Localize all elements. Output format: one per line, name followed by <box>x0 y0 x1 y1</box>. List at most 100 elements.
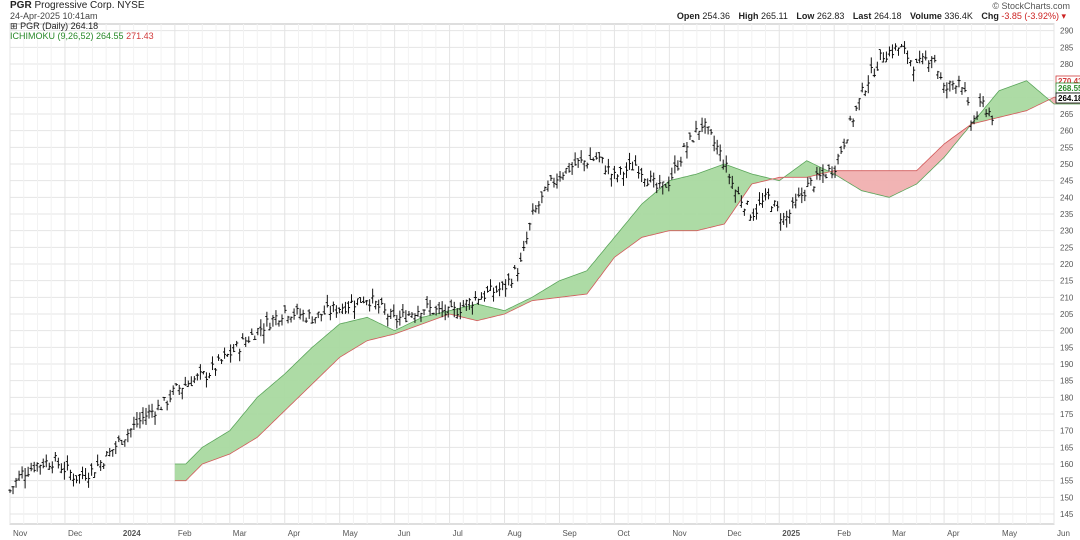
y-tick-label-205: 205 <box>1060 310 1074 319</box>
ohlc-bar-107 <box>331 301 335 313</box>
ohlc-bar-5 <box>23 467 27 489</box>
ohlc-bar-57 <box>180 387 184 400</box>
ohlc-bar-78 <box>244 336 248 347</box>
ohlc-bar-144 <box>443 304 447 321</box>
ohlc-bar-102 <box>316 311 320 319</box>
ohlc-bar-274 <box>836 153 840 165</box>
ohlc-bar-153 <box>470 301 474 315</box>
low-value: 262.83 <box>816 11 845 21</box>
ohlc-bar-304 <box>927 60 931 73</box>
ohlc-bar-65 <box>204 372 209 388</box>
ohlc-bar-43 <box>138 412 142 429</box>
ohlc-bar-272 <box>830 166 834 179</box>
ohlc-bar-277 <box>845 139 849 144</box>
ohlc-bar-141 <box>434 305 438 316</box>
ohlc-bar-132 <box>407 310 411 316</box>
x-tick-label-4: Mar <box>233 529 247 538</box>
ohlc-bar-152 <box>467 298 471 310</box>
ohlc-bar-54 <box>171 385 175 395</box>
ohlc-bar-6 <box>26 466 30 477</box>
ohlc-bar-27 <box>89 463 94 476</box>
ohlc-bar-61 <box>192 376 196 384</box>
ohlc-bar-255 <box>779 213 783 231</box>
ohlc-bar-136 <box>419 312 423 322</box>
y-tick-label-190: 190 <box>1060 360 1074 369</box>
ohlc-bar-11 <box>41 458 45 469</box>
ohlc-bar-300 <box>915 58 919 64</box>
ohlc-bar-79 <box>247 336 251 344</box>
x-tick-label-3: Feb <box>178 529 192 538</box>
ohlc-bar-125 <box>386 313 390 327</box>
ohlc-bar-187 <box>573 152 577 166</box>
ohlc-bar-322 <box>981 96 985 108</box>
ohlc-bar-124 <box>383 303 387 315</box>
ohlc-bar-26 <box>86 472 91 488</box>
last-value: 264.18 <box>873 11 902 21</box>
ohlc-bar-195 <box>597 151 601 163</box>
ohlc-bar-297 <box>905 50 910 65</box>
ohlc-bar-273 <box>833 165 837 178</box>
high-label: High <box>738 11 759 21</box>
ohlc-bar-12 <box>44 454 48 468</box>
ohlc-bar-268 <box>818 167 822 181</box>
ohlc-bar-41 <box>132 416 136 431</box>
y-tick-label-150: 150 <box>1060 493 1074 502</box>
x-tick-label-5: Apr <box>288 529 301 538</box>
ohlc-bar-320 <box>975 111 979 120</box>
ohlc-bar-92 <box>286 315 290 324</box>
ohlc-bar-294 <box>896 47 901 56</box>
ohlc-bar-225 <box>688 132 692 140</box>
y-tick-label-215: 215 <box>1060 277 1074 286</box>
ohlc-bar-164 <box>504 279 508 297</box>
low-label: Low <box>796 11 815 21</box>
ohlc-bar-154 <box>473 291 478 301</box>
x-tick-label-11: Oct <box>617 529 630 538</box>
ohlc-bar-80 <box>250 328 254 335</box>
ohlc-bar-21 <box>71 473 76 487</box>
ohlc-bar-13 <box>47 462 51 470</box>
ohlc-bar-108 <box>334 305 338 318</box>
ohlc-bar-251 <box>766 188 771 200</box>
ohlc-bar-241 <box>736 186 740 195</box>
ohlc-bar-310 <box>945 82 949 99</box>
ohlc-bar-111 <box>343 301 348 314</box>
ohlc-bar-128 <box>395 314 399 329</box>
ohlc-bar-226 <box>691 139 695 143</box>
x-tick-label-8: Jul <box>453 529 463 538</box>
ohlc-bar-215 <box>658 174 662 189</box>
ohlc-bar-242 <box>739 195 743 208</box>
ohlc-bar-83 <box>259 319 263 337</box>
ohlc-bar-117 <box>361 296 366 304</box>
ohlc-bar-123 <box>380 297 384 305</box>
ohlc-bar-33 <box>108 447 112 457</box>
ohlc-bar-296 <box>902 41 907 54</box>
y-tick-label-250: 250 <box>1060 160 1074 169</box>
ohlc-bar-168 <box>516 268 520 282</box>
ohlc-bar-165 <box>507 273 511 286</box>
legend-ichimoku-b: 271.43 <box>126 31 154 41</box>
ohlc-bar-135 <box>416 305 420 317</box>
ohlc-bar-263 <box>803 189 807 202</box>
ohlc-bar-18 <box>62 461 66 480</box>
ohlc-bar-73 <box>229 344 233 363</box>
ohlc-bar-323 <box>984 109 988 118</box>
ohlc-bar-30 <box>99 460 103 471</box>
y-tick-label-175: 175 <box>1060 410 1074 419</box>
y-tick-label-185: 185 <box>1060 377 1074 386</box>
ohlc-bar-67 <box>210 356 215 371</box>
ohlc-bar-24 <box>80 466 85 480</box>
ohlc-bar-63 <box>198 364 202 380</box>
ohlc-bar-60 <box>189 376 193 387</box>
ichimoku-cloud-0 <box>174 164 774 481</box>
chart-symbol: PGR Progressive Corp. NYSE <box>10 1 145 11</box>
ohlc-bar-232 <box>709 129 713 135</box>
ohlc-bar-275 <box>839 145 843 155</box>
ohlc-bar-260 <box>794 193 798 209</box>
ohlc-bar-291 <box>887 46 892 57</box>
ohlc-bar-106 <box>328 305 332 321</box>
ohlc-bar-313 <box>954 85 958 94</box>
ohlc-bar-49 <box>156 399 160 411</box>
ohlc-bar-182 <box>558 171 562 182</box>
ohlc-bar-202 <box>618 166 623 175</box>
ohlc-bar-283 <box>863 90 867 97</box>
